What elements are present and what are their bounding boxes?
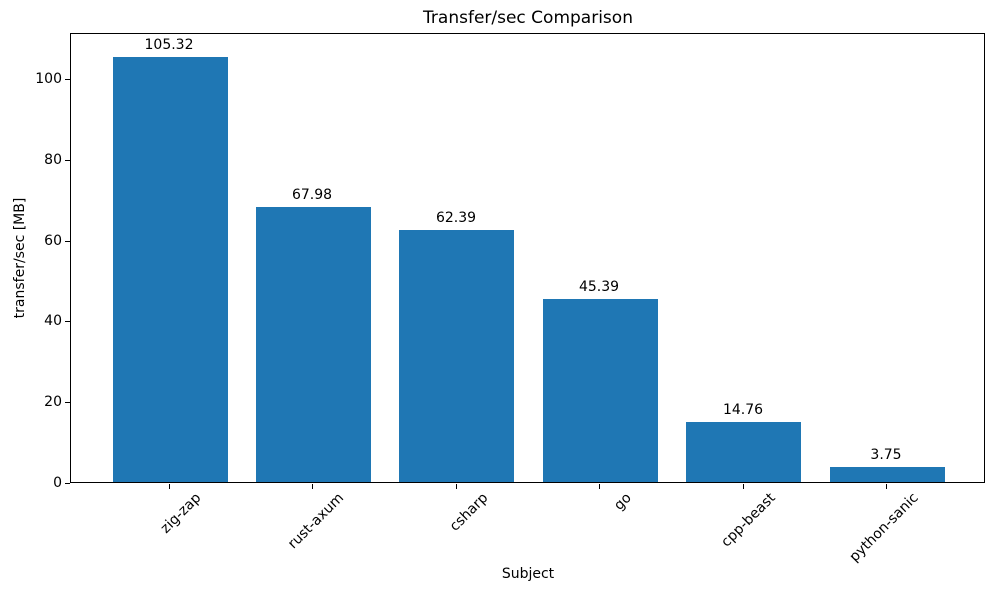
y-tick-label: 40 bbox=[44, 313, 62, 329]
chart-title: Transfer/sec Comparison bbox=[423, 8, 633, 28]
y-axis-label: transfer/sec [MB] bbox=[12, 197, 28, 319]
y-tick-mark bbox=[65, 79, 70, 80]
y-tick-mark bbox=[65, 483, 70, 484]
y-tick-label: 80 bbox=[44, 152, 62, 168]
y-tick-mark bbox=[65, 402, 70, 403]
x-tick-mark bbox=[169, 484, 170, 489]
bar-value-label: 67.98 bbox=[291, 187, 333, 203]
y-tick-mark bbox=[65, 241, 70, 242]
y-tick-mark bbox=[65, 321, 70, 322]
x-tick-mark bbox=[886, 484, 887, 489]
plot-area bbox=[70, 33, 985, 483]
bar-cpp-beast bbox=[686, 422, 801, 482]
x-axis-label: Subject bbox=[501, 566, 555, 582]
x-tick-label: go bbox=[610, 490, 635, 514]
bar-value-label: 14.76 bbox=[722, 402, 764, 418]
bar-value-label: 3.75 bbox=[870, 447, 902, 463]
y-tick-label: 20 bbox=[44, 394, 62, 410]
bar-go bbox=[543, 299, 658, 482]
y-tick-label: 0 bbox=[53, 475, 62, 491]
bar-python-sanic bbox=[830, 467, 945, 482]
x-tick-mark bbox=[456, 484, 457, 489]
bar-zig-zap bbox=[113, 57, 228, 482]
x-tick-mark bbox=[599, 484, 600, 489]
x-tick-mark bbox=[312, 484, 313, 489]
x-tick-label: zig-zap bbox=[157, 490, 205, 537]
x-tick-label: rust-axum bbox=[285, 490, 348, 553]
bar-value-label: 45.39 bbox=[578, 279, 620, 295]
bar-rust-axum bbox=[256, 207, 371, 482]
bar-value-label: 105.32 bbox=[144, 37, 194, 53]
x-tick-label: cpp-beast bbox=[717, 490, 779, 551]
x-tick-mark bbox=[743, 484, 744, 489]
y-tick-mark bbox=[65, 160, 70, 161]
x-tick-label: python-sanic bbox=[846, 490, 922, 566]
y-tick-label: 100 bbox=[35, 71, 62, 87]
bar-value-label: 62.39 bbox=[435, 210, 477, 226]
bar-csharp bbox=[399, 230, 514, 482]
y-tick-label: 60 bbox=[44, 233, 62, 249]
x-tick-label: csharp bbox=[446, 490, 492, 535]
